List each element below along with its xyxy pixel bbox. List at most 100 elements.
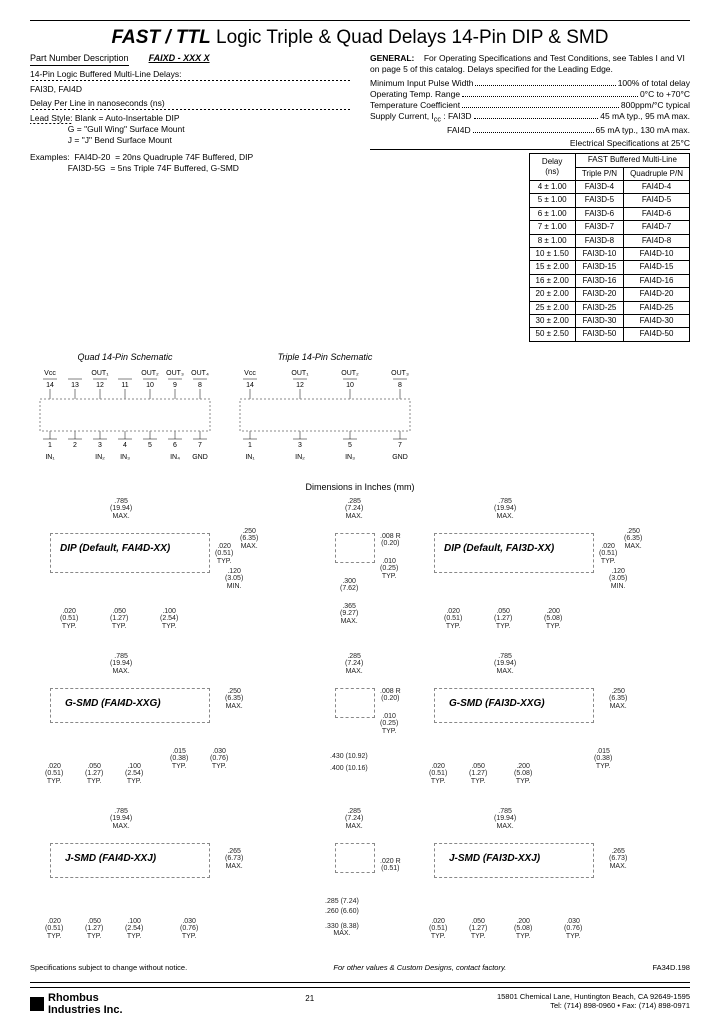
addr1: 15801 Chemical Lane, Huntington Beach, C… — [497, 992, 690, 1001]
ex1a: FAI4D-20 — [74, 152, 110, 162]
triple-schematic: Triple 14-Pin Schematic Vcc141IN₁OUT₁123… — [230, 352, 420, 472]
dim-365: .365(9.27)MAX. — [340, 603, 358, 626]
table-cell: 15 ± 2.00 — [529, 261, 575, 274]
dim-008r: .008 R(0.20) — [380, 533, 401, 548]
dim-300: .300(7.62) — [340, 578, 358, 593]
j4-label: J-SMD (FAI4D-XXJ) — [65, 853, 156, 864]
table-cell: FAI3D-4 — [575, 180, 623, 193]
dim-030: .030(0.76)TYP. — [180, 918, 198, 941]
spec4-r: 45 mA typ., 95 mA max. — [600, 111, 690, 125]
svg-text:12: 12 — [296, 382, 304, 389]
table-cell: FAI3D-50 — [575, 328, 623, 341]
ex2b: = 5ns Triple 74F Buffered, G-SMD — [110, 163, 239, 173]
ex2a: FAI3D-5G — [68, 163, 106, 173]
table-cell: FAI4D-50 — [624, 328, 690, 341]
table-row: 10 ± 1.50FAI3D-10FAI4D-10 — [529, 247, 690, 260]
dim-785: .785(19.94)MAX. — [494, 808, 516, 831]
svg-text:3: 3 — [298, 442, 302, 449]
dim-265: .265(6.73)MAX. — [225, 848, 243, 871]
dim-785: .785(19.94)MAX. — [494, 653, 516, 676]
table-cell: FAI3D-8 — [575, 234, 623, 247]
table-cell: FAI4D-4 — [624, 180, 690, 193]
dim-785: .785(19.94)MAX. — [494, 498, 516, 521]
dim-020r: .020 R(0.51) — [380, 858, 401, 873]
dim-050: .050(1.27)TYP. — [494, 608, 512, 631]
triple-svg: Vcc141IN₁OUT₁123IN₂OUT₂105IN₃OUT₃87GND — [230, 365, 420, 465]
svg-text:10: 10 — [146, 382, 154, 389]
part-number-header: Part Number Description FAIXD - XXX X — [30, 53, 350, 66]
svg-text:IN₂: IN₂ — [95, 454, 105, 461]
dim-785: .785(19.94)MAX. — [110, 653, 132, 676]
ex-label: Examples: — [30, 152, 70, 162]
table-cell: FAI3D-25 — [575, 301, 623, 314]
table-cell: FAI4D-10 — [624, 247, 690, 260]
table-cell: 30 ± 2.00 — [529, 314, 575, 327]
svg-text:13: 13 — [71, 382, 79, 389]
dim-100: .100(2.54)TYP. — [125, 918, 143, 941]
dim-400: .400 (10.16) — [330, 765, 368, 773]
desc-line2: FAI3D, FAI4D — [30, 84, 350, 95]
g3-label: G-SMD (FAI3D-XXG) — [449, 698, 545, 709]
table-cell: 8 ± 1.00 — [529, 234, 575, 247]
dots — [462, 100, 619, 108]
svg-text:IN₂: IN₂ — [295, 454, 305, 461]
spec5-r: 65 mA typ., 130 mA max. — [596, 125, 691, 136]
footnote-center: For other values & Custom Designs, conta… — [333, 963, 506, 972]
dimensions-title: Dimensions in Inches (mm) — [30, 482, 690, 492]
table-row: 4 ± 1.00FAI3D-4FAI4D-4 — [529, 180, 690, 193]
left-column: Part Number Description FAIXD - XXX X 14… — [30, 53, 350, 342]
dim-050: .050(1.27)TYP. — [469, 918, 487, 941]
table-cell: FAI3D-7 — [575, 221, 623, 234]
svg-text:5: 5 — [148, 442, 152, 449]
right-column: GENERAL: For Operating Specifications an… — [370, 53, 690, 342]
dim-010: .010(0.25)TYP. — [380, 558, 398, 581]
dim-200: .200(5.08)TYP. — [514, 918, 532, 941]
svg-text:5: 5 — [348, 442, 352, 449]
table-cell: 20 ± 2.00 — [529, 288, 575, 301]
dim-020: .020(0.51)TYP. — [599, 543, 617, 566]
svg-text:12: 12 — [96, 382, 104, 389]
spec-table: Delay(ns) FAST Buffered Multi-Line Tripl… — [529, 153, 691, 341]
j-side-body — [335, 843, 375, 873]
table-cell: FAI4D-30 — [624, 314, 690, 327]
dim-020: .020(0.51)TYP. — [215, 543, 233, 566]
svg-text:IN₁: IN₁ — [245, 454, 255, 461]
dim-285: .285(7.24)MAX. — [345, 653, 363, 676]
dim-250: .250(6.35)MAX. — [240, 528, 258, 551]
lead-label: Lead Style: — [30, 113, 73, 124]
dim-020: .020(0.51)TYP. — [429, 763, 447, 786]
dots — [475, 78, 615, 86]
table-row: 16 ± 2.00FAI3D-16FAI4D-16 — [529, 274, 690, 287]
svg-text:14: 14 — [46, 382, 54, 389]
title-rest: Logic Triple & Quad Delays 14-Pin DIP & … — [211, 27, 609, 48]
dim-250: .250(6.35)MAX. — [624, 528, 642, 551]
table-cell: FAI3D-6 — [575, 207, 623, 220]
spec1-l: Minimum Input Pulse Width — [370, 78, 473, 89]
gen-label: GENERAL: — [370, 53, 414, 63]
g-side-body — [335, 688, 375, 718]
svg-text:10: 10 — [346, 382, 354, 389]
quad-title: Quad 14-Pin Schematic — [30, 352, 220, 362]
svg-text:4: 4 — [123, 442, 127, 449]
quad-svg: Vcc141IN₁132OUT₁123IN₂114IN₃OUT₂105OUT₃9… — [30, 365, 220, 465]
spec4: Supply Current, Icc : FAI3D45 mA typ., 9… — [370, 111, 690, 125]
table-cell: FAI3D-15 — [575, 261, 623, 274]
pkg-row-jsmd: .785(19.94)MAX. J-SMD (FAI4D-XXJ) .265(6… — [30, 808, 690, 953]
j4-top: .785(19.94)MAX. J-SMD (FAI4D-XXJ) .265(6… — [30, 808, 306, 953]
dim-430: .430 (10.92) — [330, 753, 368, 761]
g4-top: .785(19.94)MAX. G-SMD (FAI4D-XXG) .250(6… — [30, 653, 306, 798]
table-row: 5 ± 1.00FAI3D-5FAI4D-5 — [529, 194, 690, 207]
footer-note: Specifications subject to change without… — [30, 963, 690, 972]
dim-260: .260 (6.60) — [325, 908, 359, 916]
dim-008r: .008 R(0.20) — [380, 688, 401, 703]
table-row: 20 ± 2.00FAI3D-20FAI4D-20 — [529, 288, 690, 301]
examples: Examples: FAI4D-20 = 20ns Quadruple 74F … — [30, 152, 350, 174]
svg-text:GND: GND — [392, 454, 408, 461]
spec2-l: Operating Temp. Range — [370, 89, 460, 100]
dim-030: .030(0.76)TYP. — [564, 918, 582, 941]
lead3: J = "J" Bend Surface Mount — [68, 135, 172, 145]
spec1-r: 100% of total delay — [618, 78, 690, 89]
table-cell: 50 ± 2.50 — [529, 328, 575, 341]
dim-785: .785(19.94)MAX. — [110, 498, 132, 521]
company-name: RhombusIndustries Inc. — [48, 992, 123, 1016]
